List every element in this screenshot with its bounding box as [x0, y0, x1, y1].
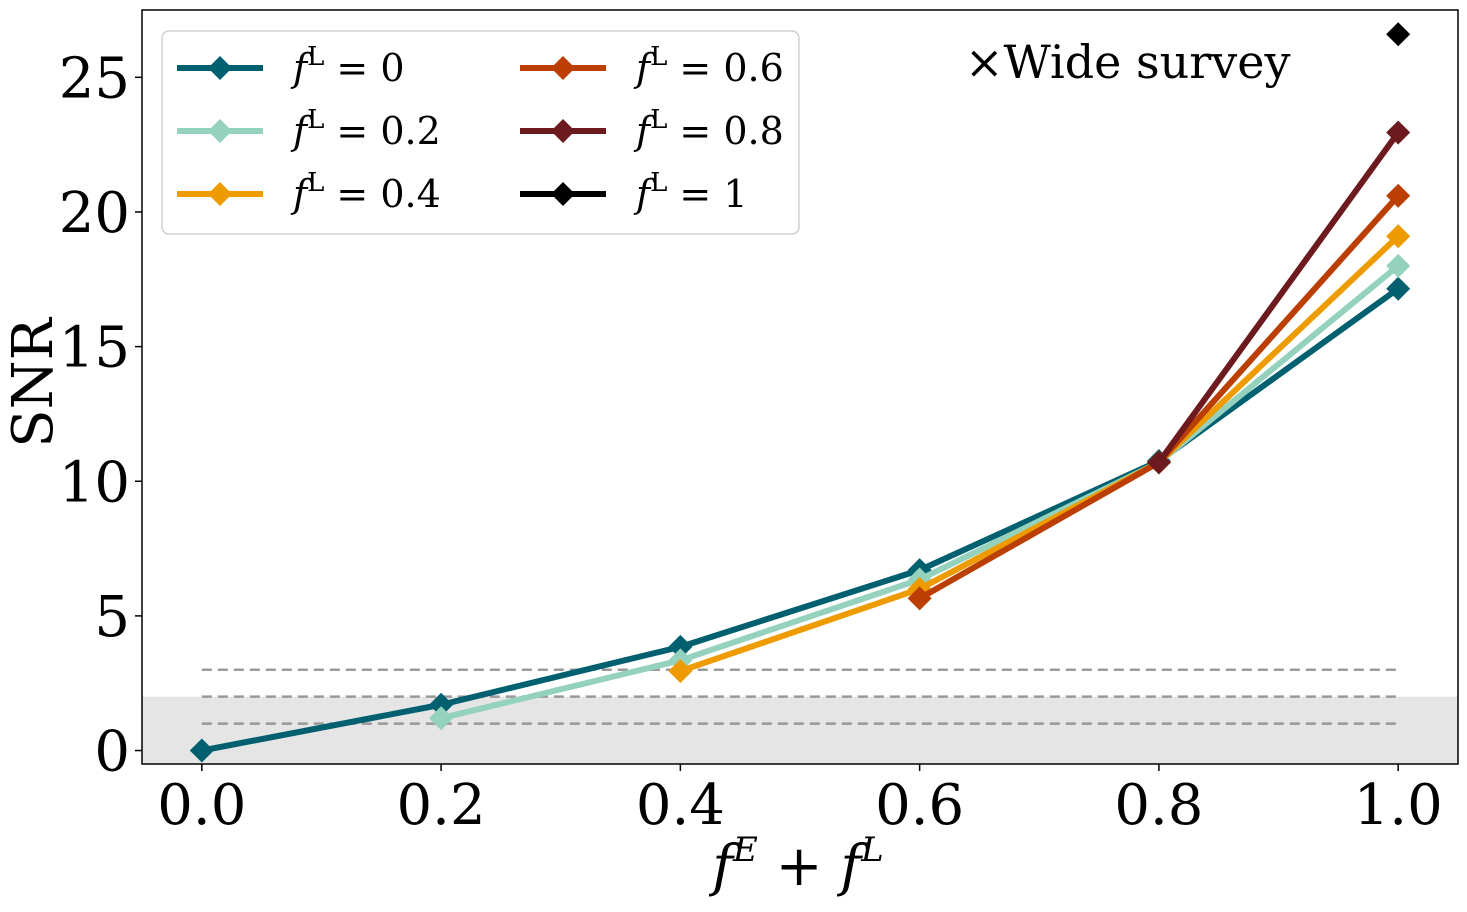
- y-axis-label: SNR: [1, 316, 66, 447]
- series-line: [677, 233, 1402, 675]
- x-tick-label: 0.0: [157, 773, 246, 838]
- shaded-region-layer: [142, 696, 1458, 764]
- legend: fL = 0fL = 0.2fL = 0.4fL = 0.6fL = 0.8fL…: [161, 30, 800, 235]
- legend-entry: fL = 0.4: [177, 168, 441, 216]
- x-tick-label: 0.4: [636, 773, 725, 838]
- x-tick-label: 0.8: [1114, 773, 1203, 838]
- data-point: [907, 586, 932, 611]
- data-point: [189, 738, 214, 763]
- legend-marker: [208, 56, 232, 80]
- legend-box: [161, 30, 800, 235]
- y-tick-label: 10: [59, 450, 130, 515]
- legend-entry: fL = 0.8: [520, 105, 784, 153]
- legend-label: fL = 0.4: [290, 168, 441, 216]
- data-point: [1386, 120, 1411, 145]
- reference-lines-layer: [201, 668, 1399, 725]
- y-tick-label: 20: [59, 181, 130, 246]
- x-tick-label: 0.6: [875, 773, 964, 838]
- x-tick-label: 0.2: [397, 773, 486, 838]
- legend-marker: [208, 119, 232, 143]
- series-layer: [189, 22, 1411, 763]
- data-point: [429, 706, 454, 731]
- legend-marker: [208, 182, 232, 206]
- x-tick-label: 1.0: [1354, 773, 1443, 838]
- plot-frame: [141, 9, 1459, 765]
- legend-entry: fL = 0: [177, 42, 405, 90]
- series-line: [198, 285, 1402, 754]
- series: [429, 253, 1411, 731]
- legend-marker: [551, 119, 575, 143]
- y-tick-label: 0: [94, 720, 130, 785]
- legend-label: fL = 0.8: [633, 105, 784, 153]
- data-point: [668, 659, 693, 684]
- y-tick-label: 5: [94, 585, 130, 650]
- x-axis-label: fE + fL: [708, 830, 883, 899]
- wide-survey-annotation: ×Wide survey: [965, 35, 1290, 89]
- shaded-region: [142, 696, 1458, 764]
- series-line: [1155, 129, 1402, 466]
- series: [1146, 120, 1411, 475]
- data-point: [1386, 276, 1411, 301]
- data-point: [668, 634, 693, 659]
- y-ticks: 0 5 10 15 20 25: [59, 46, 142, 785]
- data-point: [1386, 183, 1411, 208]
- series: [189, 276, 1411, 763]
- data-point: [1146, 450, 1171, 475]
- legend-marker: [551, 56, 575, 80]
- legend-marker: [551, 182, 575, 206]
- data-point: [1386, 253, 1411, 278]
- data-point: [1386, 22, 1411, 47]
- series: [1386, 22, 1411, 47]
- data-point: [1386, 224, 1411, 249]
- y-tick-label: 15: [59, 316, 130, 381]
- data-point: [429, 692, 454, 717]
- legend-label: fL = 0: [290, 42, 405, 90]
- y-tick-label: 25: [59, 46, 130, 111]
- x-ticks: 0.0 0.2 0.4 0.6 0.8 1.0: [157, 764, 1443, 838]
